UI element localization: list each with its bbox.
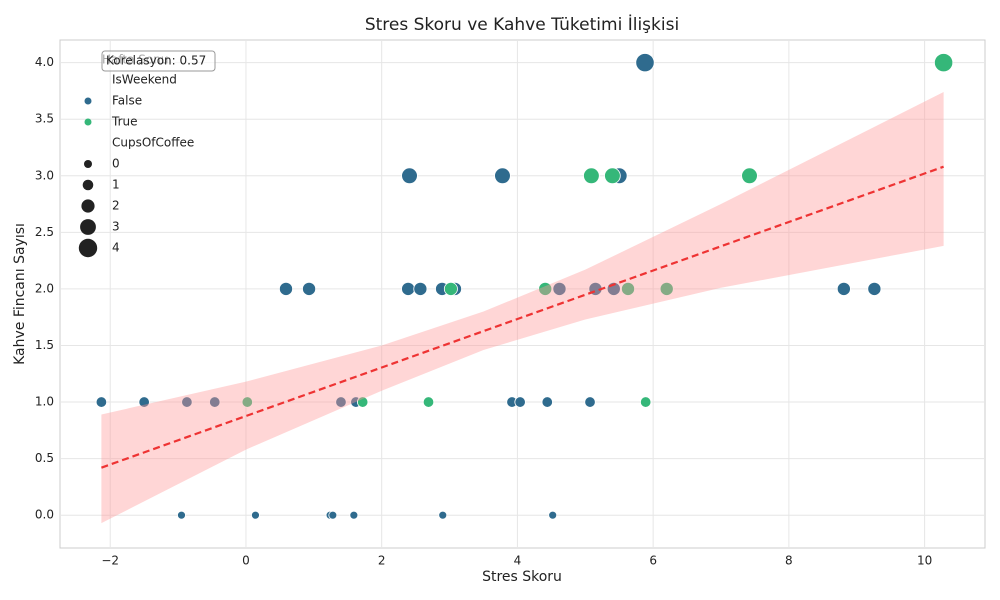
- legend-label: 4: [112, 241, 120, 255]
- point: [413, 281, 428, 296]
- point: [741, 167, 758, 185]
- point: [552, 281, 567, 296]
- point: [181, 396, 193, 408]
- point: [278, 281, 293, 296]
- x-tick-label: 8: [785, 554, 793, 568]
- chart-title: Stres Skoru ve Kahve Tüketimi İlişkisi: [365, 14, 679, 35]
- x-tick-label: 4: [514, 554, 522, 568]
- point: [328, 510, 338, 520]
- point: [584, 396, 596, 408]
- y-tick-label: 0.5: [35, 451, 54, 465]
- point: [659, 281, 674, 296]
- legend-label: 3: [112, 220, 120, 234]
- point: [302, 281, 317, 296]
- point: [443, 281, 458, 296]
- point: [548, 510, 558, 520]
- point: [335, 396, 347, 408]
- y-tick-label: 0.0: [35, 508, 54, 522]
- point: [401, 167, 418, 185]
- x-tick-label: 6: [649, 554, 657, 568]
- point: [514, 396, 526, 408]
- point: [401, 281, 416, 296]
- point: [356, 396, 369, 408]
- y-tick-label: 1.5: [35, 338, 54, 352]
- legend-subtitle: CupsOfCoffee: [112, 136, 194, 150]
- legend-marker: [84, 118, 92, 126]
- point: [836, 281, 851, 296]
- point: [541, 396, 553, 408]
- point: [241, 396, 254, 408]
- legend-marker: [84, 97, 92, 105]
- legend-label: 2: [112, 199, 120, 213]
- y-tick-label: 2.5: [35, 225, 54, 239]
- y-tick-label: 3.0: [35, 168, 54, 182]
- y-tick-label: 4.0: [35, 55, 54, 69]
- point: [494, 167, 511, 185]
- point: [583, 167, 600, 185]
- y-axis-label: Kahve Fincanı Sayısı: [12, 223, 28, 365]
- annotation-box: [101, 50, 216, 72]
- legend-size-marker: [78, 238, 98, 258]
- point: [635, 53, 655, 73]
- point: [177, 510, 186, 520]
- point: [209, 396, 221, 408]
- point: [349, 510, 359, 520]
- point: [867, 281, 882, 296]
- legend-label: True: [111, 115, 138, 129]
- point: [934, 53, 954, 73]
- point: [621, 281, 636, 296]
- point: [438, 510, 448, 520]
- x-tick-label: 2: [378, 554, 386, 568]
- point: [639, 396, 652, 408]
- point: [604, 167, 621, 185]
- legend-size-marker: [84, 160, 92, 168]
- legend-label: 1: [112, 178, 120, 192]
- x-tick-label: 10: [917, 554, 932, 568]
- point: [251, 510, 260, 520]
- x-tick-label: 0: [242, 554, 250, 568]
- legend-subtitle: IsWeekend: [112, 73, 177, 87]
- x-axis-label: Stres Skoru: [482, 569, 562, 585]
- y-tick-label: 1.0: [35, 395, 54, 409]
- point: [95, 396, 108, 408]
- point: [138, 396, 150, 408]
- annotation: Korelasyon: 0.57: [106, 54, 206, 68]
- point: [538, 281, 553, 296]
- x-tick-label: −2: [101, 554, 119, 568]
- regression-line: [101, 165, 944, 469]
- plot-area: [59, 39, 986, 549]
- legend-size-marker: [80, 219, 96, 235]
- legend-size-marker: [82, 179, 94, 191]
- y-tick-label: 2.0: [35, 281, 54, 295]
- point: [422, 396, 435, 408]
- y-tick-label: 3.5: [35, 112, 54, 126]
- legend-size-marker: [81, 199, 95, 213]
- legend-label: False: [112, 94, 142, 108]
- legend-label: 0: [112, 157, 120, 171]
- confidence-band: [101, 92, 944, 524]
